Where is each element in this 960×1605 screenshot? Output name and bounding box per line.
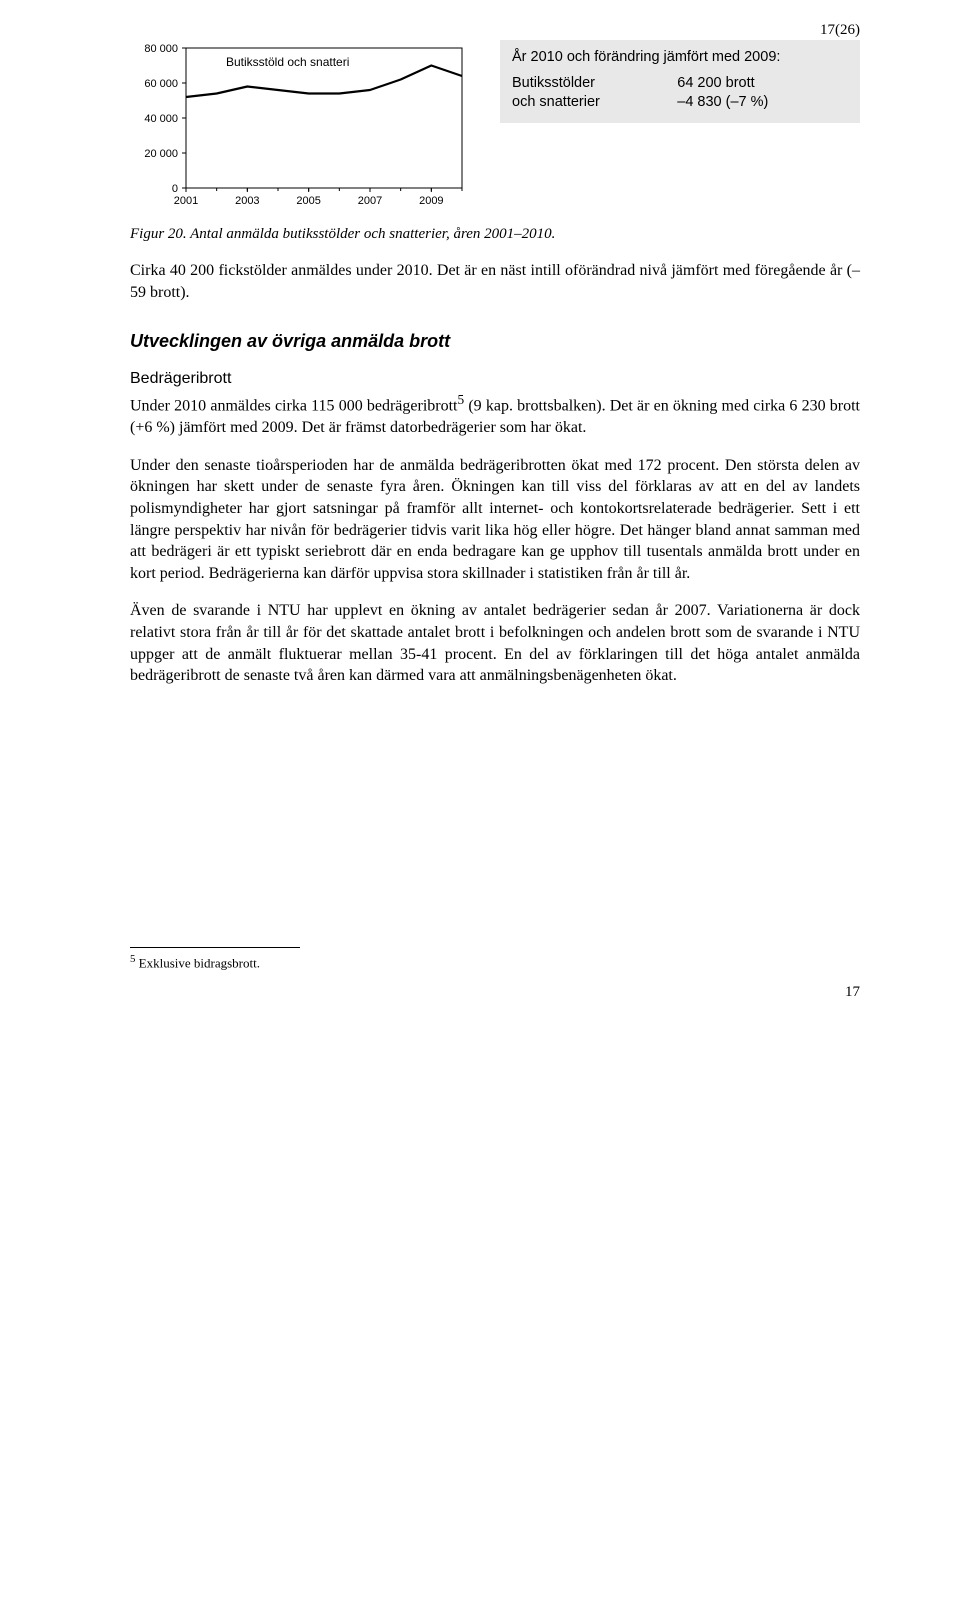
svg-text:2005: 2005 <box>296 195 320 207</box>
section-heading: Utvecklingen av övriga anmälda brott <box>130 329 860 353</box>
svg-text:2009: 2009 <box>419 195 443 207</box>
paragraph-text: Under 2010 anmäldes cirka 115 000 bedräg… <box>130 398 458 415</box>
paragraph: Cirka 40 200 fickstölder anmäldes under … <box>130 260 860 303</box>
info-box-header: År 2010 och förändring jämfört med 2009: <box>512 48 848 68</box>
footnote-marker: 5 <box>130 953 135 965</box>
svg-text:0: 0 <box>172 183 178 195</box>
info-row-value: –4 830 (–7 %) <box>677 93 848 113</box>
figure-caption: Figur 20. Antal anmälda butiksstölder oc… <box>130 224 860 244</box>
info-row-label: Butiksstölder <box>512 74 677 94</box>
svg-text:2001: 2001 <box>174 195 198 207</box>
svg-text:Butiksstöld och snatteri: Butiksstöld och snatteri <box>226 55 349 69</box>
info-box: År 2010 och förändring jämfört med 2009:… <box>500 40 860 123</box>
svg-text:2007: 2007 <box>358 195 382 207</box>
paragraph: Även de svarande i NTU har upplevt en ök… <box>130 600 860 686</box>
chart-and-info-row: 0 20 000 40 000 60 000 80 000 2001 2003 2005 200… <box>130 40 860 210</box>
page-number-bottom: 17 <box>130 982 860 1002</box>
page-number-top: 17(26) <box>820 20 860 40</box>
svg-text:40 000: 40 000 <box>144 113 178 125</box>
paragraph: Under den senaste tioårsperioden har de … <box>130 455 860 585</box>
info-row-label: och snatterier <box>512 93 677 113</box>
footnote-text: Exklusive bidragsbrott. <box>139 955 260 970</box>
svg-text:60 000: 60 000 <box>144 78 178 90</box>
svg-text:80 000: 80 000 <box>144 43 178 55</box>
sub-heading: Bedrägeribrott <box>130 368 860 390</box>
info-box-table: Butiksstölder64 200 brottoch snatterier–… <box>512 74 848 113</box>
info-row-value: 64 200 brott <box>677 74 848 94</box>
footnote: 5 Exklusive bidragsbrott. <box>130 952 860 972</box>
paragraph: Under 2010 anmäldes cirka 115 000 bedräg… <box>130 391 860 439</box>
svg-text:20 000: 20 000 <box>144 148 178 160</box>
line-chart: 0 20 000 40 000 60 000 80 000 2001 2003 2005 200… <box>130 40 470 210</box>
svg-text:2003: 2003 <box>235 195 259 207</box>
footnote-separator <box>130 947 300 948</box>
